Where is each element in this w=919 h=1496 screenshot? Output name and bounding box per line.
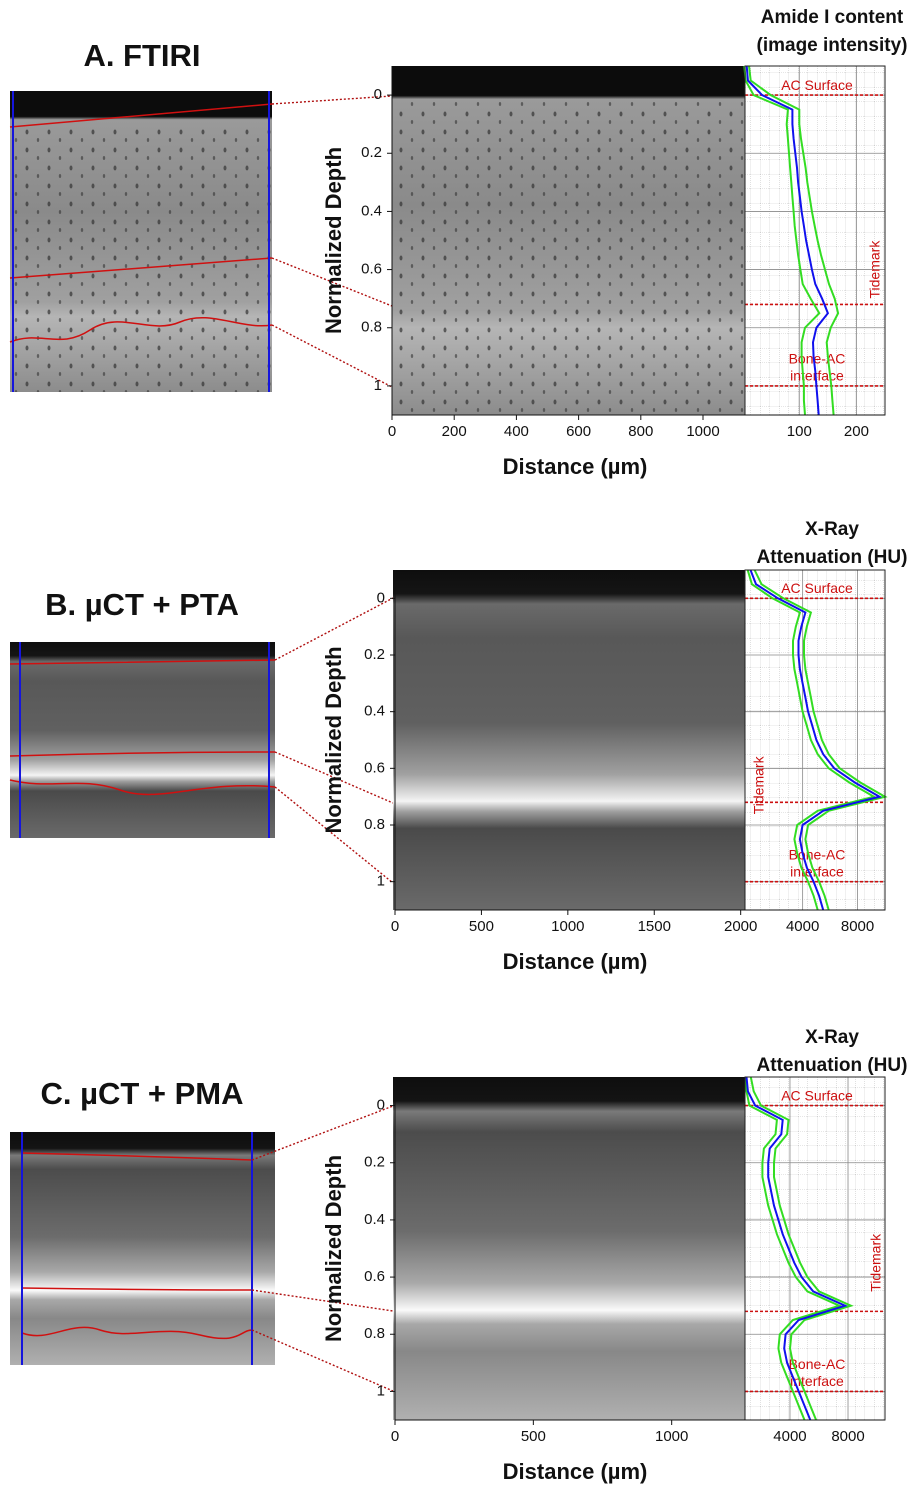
profile-line bbox=[748, 65, 840, 416]
annotation-label: interface bbox=[790, 368, 844, 384]
profile-tick-label: 4000 bbox=[786, 918, 819, 935]
connector bbox=[271, 95, 393, 388]
y-tick-label: 0 bbox=[377, 589, 385, 606]
thumbnail-bound bbox=[21, 1132, 253, 1365]
profile-tick-label: 4000 bbox=[773, 1428, 806, 1445]
y-tick-label: 0 bbox=[374, 86, 382, 103]
y-tick-label: 0.8 bbox=[361, 319, 382, 336]
y-tick-label: 0.6 bbox=[364, 1268, 385, 1285]
depth-image bbox=[393, 1077, 745, 1420]
profile-line bbox=[749, 569, 883, 911]
thumbnail-texture bbox=[10, 125, 272, 392]
y-tick-label: 0.8 bbox=[364, 1325, 385, 1342]
thumbnail-trace bbox=[21, 1152, 253, 1340]
depth-image bbox=[393, 570, 745, 910]
thumbnail-trace bbox=[9, 103, 273, 343]
annotation-label: Tidemark bbox=[867, 240, 883, 299]
thumbnail-image bbox=[10, 1132, 275, 1365]
y-axis-label: Normalized Depth bbox=[321, 147, 346, 334]
y-axis-label: Normalized Depth bbox=[321, 1155, 346, 1342]
x-tick-label: 200 bbox=[442, 423, 467, 440]
profile-line bbox=[746, 569, 877, 911]
profile-title: (image intensity) bbox=[757, 35, 908, 56]
profile-tick-label: 100 bbox=[787, 423, 812, 440]
thumbnail-trace bbox=[9, 659, 276, 796]
y-tick-label: 0.4 bbox=[364, 1211, 385, 1228]
annotation-label: AC Surface bbox=[781, 580, 853, 596]
profile-fine-grid bbox=[745, 66, 885, 415]
thumbnail-image bbox=[10, 642, 275, 838]
y-axis-label: Normalized Depth bbox=[321, 646, 346, 833]
x-tick-label: 0 bbox=[388, 423, 396, 440]
y-tick-label: 0.6 bbox=[361, 261, 382, 278]
annotation-label: AC Surface bbox=[781, 1087, 853, 1103]
y-tick-label: 0 bbox=[377, 1097, 385, 1114]
profile-tick-label: 200 bbox=[844, 423, 869, 440]
profile-tick-label: 8000 bbox=[831, 1428, 864, 1445]
y-tick-label: 0.2 bbox=[364, 646, 385, 663]
x-tick-label: 0 bbox=[391, 1428, 399, 1445]
panel-title: B. µCT + PTA bbox=[45, 587, 239, 622]
profile-title: X-Ray bbox=[805, 519, 859, 540]
x-tick-label: 1000 bbox=[551, 918, 584, 935]
y-tick-label: 1 bbox=[377, 1382, 385, 1399]
profile-tick-label: 8000 bbox=[841, 918, 874, 935]
x-tick-label: 2000 bbox=[724, 918, 757, 935]
profile-title: Attenuation (HU) bbox=[757, 1055, 908, 1076]
y-tick-label: 0.6 bbox=[364, 759, 385, 776]
annotation-label: interface bbox=[790, 863, 844, 879]
y-tick-label: 1 bbox=[377, 873, 385, 890]
y-tick-label: 0.8 bbox=[364, 816, 385, 833]
x-tick-label: 1500 bbox=[638, 918, 671, 935]
thumbnail-bound bbox=[12, 91, 270, 392]
image-texture bbox=[392, 100, 745, 416]
connector bbox=[274, 597, 394, 884]
profile-title: Attenuation (HU) bbox=[757, 547, 908, 568]
panel-title: A. FTIRI bbox=[83, 38, 200, 73]
y-tick-label: 0.4 bbox=[364, 703, 385, 720]
connectors bbox=[251, 95, 394, 1392]
annotation-label: interface bbox=[790, 1373, 844, 1389]
x-axis-label: Distance (µm) bbox=[503, 454, 648, 479]
x-axis-label: Distance (µm) bbox=[503, 1459, 648, 1484]
profile-line bbox=[753, 569, 888, 911]
profile-fine-grid bbox=[745, 570, 885, 910]
x-tick-label: 1000 bbox=[686, 423, 719, 440]
x-tick-label: 400 bbox=[504, 423, 529, 440]
y-tick-label: 0.2 bbox=[361, 144, 382, 161]
y-tick-label: 1 bbox=[374, 377, 382, 394]
profile-line bbox=[749, 1076, 854, 1421]
thumbnails bbox=[9, 91, 276, 1365]
profile-fine-grid bbox=[745, 1077, 885, 1420]
x-tick-label: 500 bbox=[521, 1428, 546, 1445]
annotation-label: Tidemark bbox=[868, 1233, 884, 1292]
x-tick-label: 800 bbox=[628, 423, 653, 440]
thumbnail-bound bbox=[19, 642, 270, 838]
annotation-label: Bone-AC bbox=[789, 351, 846, 367]
profile-title: Amide I content bbox=[761, 7, 904, 28]
panel-title: C. µCT + PMA bbox=[40, 1076, 243, 1111]
connector bbox=[251, 1105, 394, 1392]
x-tick-label: 0 bbox=[391, 918, 399, 935]
annotation-label: AC Surface bbox=[781, 77, 853, 93]
y-tick-label: 0.4 bbox=[361, 202, 382, 219]
profile-line bbox=[743, 65, 821, 416]
x-tick-label: 500 bbox=[469, 918, 494, 935]
profile-title: X-Ray bbox=[805, 1027, 859, 1048]
x-tick-label: 1000 bbox=[655, 1428, 688, 1445]
annotation-label: Bone-AC bbox=[789, 1356, 846, 1372]
x-tick-label: 600 bbox=[566, 423, 591, 440]
profile-line bbox=[744, 1076, 843, 1421]
annotation-label: Tidemark bbox=[751, 755, 767, 814]
x-axis-label: Distance (µm) bbox=[503, 949, 648, 974]
profile-line bbox=[745, 1076, 848, 1421]
profile-line bbox=[745, 65, 830, 416]
y-tick-label: 0.2 bbox=[364, 1154, 385, 1171]
